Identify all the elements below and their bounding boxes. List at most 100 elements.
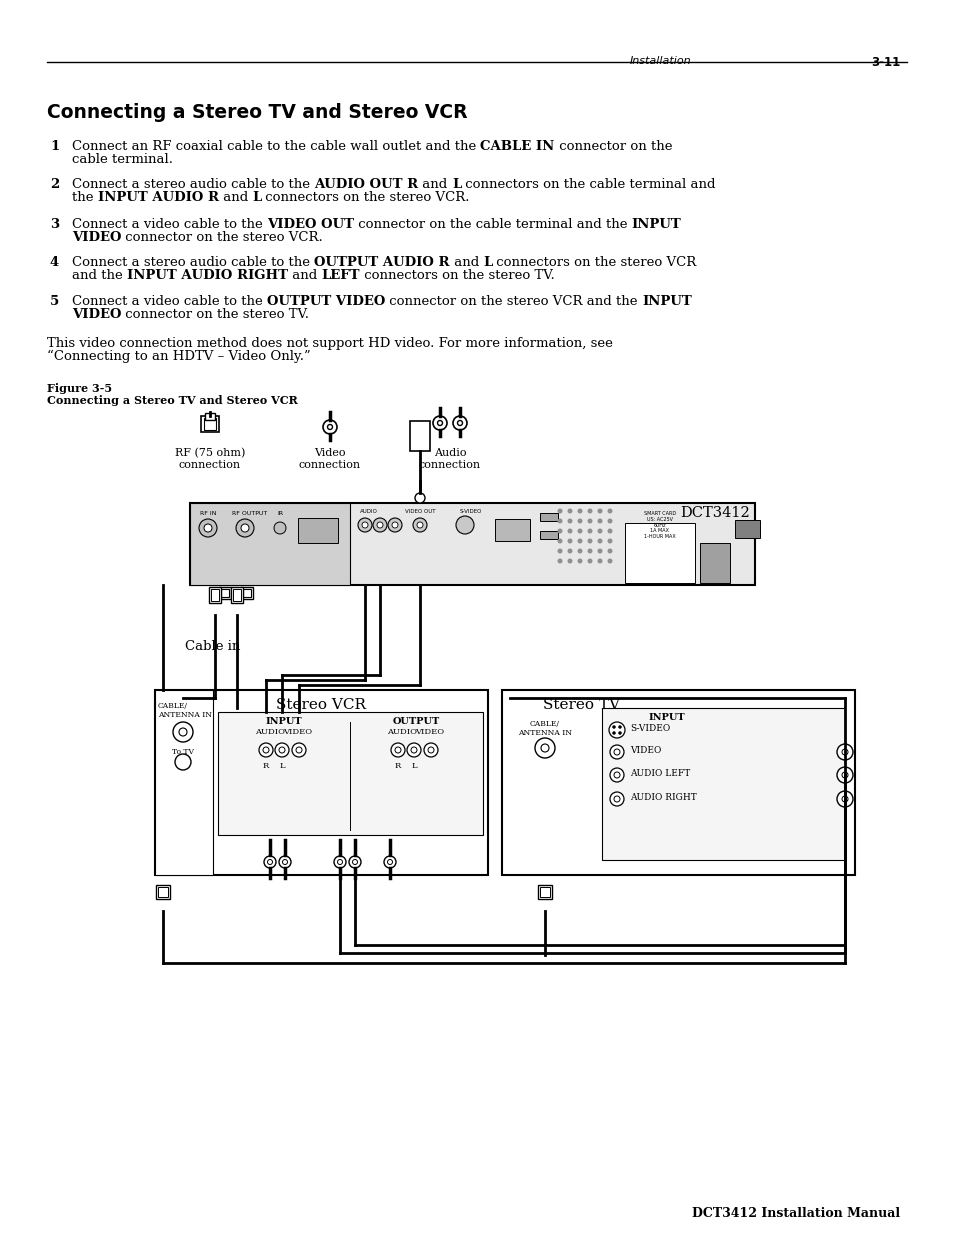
Text: AUDIO RIGHT: AUDIO RIGHT <box>629 793 696 802</box>
Bar <box>221 589 229 597</box>
Bar <box>190 503 754 585</box>
Circle shape <box>433 416 447 430</box>
Bar <box>539 887 550 897</box>
Bar <box>154 690 213 876</box>
Text: VIDEO: VIDEO <box>71 308 121 321</box>
Circle shape <box>836 790 852 806</box>
Text: and: and <box>449 256 483 269</box>
Text: Cable in: Cable in <box>185 640 240 653</box>
Circle shape <box>567 529 572 534</box>
Bar <box>209 587 221 603</box>
Circle shape <box>199 519 216 537</box>
Text: R: R <box>395 762 400 769</box>
Text: the: the <box>71 191 97 204</box>
Circle shape <box>614 797 619 802</box>
Circle shape <box>453 416 467 430</box>
Circle shape <box>577 509 582 514</box>
Bar <box>218 713 482 835</box>
Text: and: and <box>418 178 452 191</box>
Bar <box>601 708 844 860</box>
Circle shape <box>415 493 424 503</box>
Bar <box>190 503 350 585</box>
Text: VIDEO OUT: VIDEO OUT <box>405 509 435 514</box>
Circle shape <box>263 747 269 753</box>
Bar <box>539 531 558 538</box>
Circle shape <box>282 860 287 864</box>
Circle shape <box>607 548 612 553</box>
Text: L: L <box>483 256 492 269</box>
Circle shape <box>235 519 253 537</box>
Bar <box>154 690 488 876</box>
Circle shape <box>597 529 602 534</box>
Circle shape <box>597 509 602 514</box>
Text: Installation: Installation <box>629 56 691 65</box>
Circle shape <box>597 538 602 543</box>
Text: Connect a video cable to the: Connect a video cable to the <box>71 295 267 308</box>
Text: connector on the cable terminal and the: connector on the cable terminal and the <box>354 219 631 231</box>
Text: This video connection method does not support HD video. For more information, se: This video connection method does not su… <box>47 337 612 350</box>
Circle shape <box>349 856 360 868</box>
Text: connector on the stereo VCR and the: connector on the stereo VCR and the <box>385 295 641 308</box>
Text: connector on the stereo VCR.: connector on the stereo VCR. <box>121 231 323 245</box>
Circle shape <box>567 519 572 524</box>
Circle shape <box>607 509 612 514</box>
Circle shape <box>567 558 572 563</box>
Text: Connecting a Stereo TV and Stereo VCR: Connecting a Stereo TV and Stereo VCR <box>47 103 467 122</box>
Bar <box>700 543 729 583</box>
Text: Stereo TV: Stereo TV <box>543 698 619 713</box>
Circle shape <box>416 522 422 529</box>
Circle shape <box>614 748 619 755</box>
Circle shape <box>423 743 437 757</box>
Circle shape <box>391 743 405 757</box>
Text: Connect a stereo audio cable to the: Connect a stereo audio cable to the <box>71 256 314 269</box>
Circle shape <box>567 509 572 514</box>
Circle shape <box>567 538 572 543</box>
Circle shape <box>577 548 582 553</box>
Bar <box>156 885 170 899</box>
Text: 3-11: 3-11 <box>870 56 899 69</box>
Text: 2: 2 <box>50 178 59 191</box>
Circle shape <box>274 743 289 757</box>
Text: DCT3412 Installation Manual: DCT3412 Installation Manual <box>691 1207 899 1220</box>
Text: OUTPUT AUDIO R: OUTPUT AUDIO R <box>314 256 449 269</box>
Circle shape <box>274 522 286 534</box>
Circle shape <box>597 548 602 553</box>
Circle shape <box>577 558 582 563</box>
Circle shape <box>337 860 342 864</box>
Text: RF IN: RF IN <box>200 511 216 516</box>
Text: IR: IR <box>276 511 283 516</box>
Circle shape <box>614 772 619 778</box>
Bar <box>243 589 251 597</box>
Bar <box>231 587 243 603</box>
Circle shape <box>278 856 291 868</box>
Circle shape <box>392 522 397 529</box>
Circle shape <box>557 558 562 563</box>
Circle shape <box>597 558 602 563</box>
Bar <box>624 522 695 583</box>
Text: VIDEO: VIDEO <box>71 231 121 245</box>
Circle shape <box>608 722 624 739</box>
Circle shape <box>577 529 582 534</box>
Text: RF (75 ohm)
connection: RF (75 ohm) connection <box>174 448 245 469</box>
Circle shape <box>174 755 191 769</box>
Text: INPUT AUDIO RIGHT: INPUT AUDIO RIGHT <box>127 269 288 282</box>
Text: OUTPUT: OUTPUT <box>392 718 439 726</box>
Text: OUTPUT VIDEO: OUTPUT VIDEO <box>267 295 385 308</box>
Text: AUDIO LEFT: AUDIO LEFT <box>629 769 690 778</box>
Circle shape <box>841 748 847 755</box>
Text: 4: 4 <box>50 256 59 269</box>
Text: Connect a stereo audio cable to the: Connect a stereo audio cable to the <box>71 178 314 191</box>
Circle shape <box>587 548 592 553</box>
Circle shape <box>836 743 852 760</box>
Circle shape <box>361 522 368 529</box>
Circle shape <box>612 725 615 729</box>
Bar <box>201 416 219 432</box>
Circle shape <box>557 538 562 543</box>
Text: and: and <box>218 191 252 204</box>
Circle shape <box>618 731 620 735</box>
Text: 3: 3 <box>50 219 59 231</box>
Text: Stereo VCR: Stereo VCR <box>275 698 366 713</box>
Text: LEFT: LEFT <box>321 269 359 282</box>
Circle shape <box>278 747 285 753</box>
Circle shape <box>241 524 249 532</box>
